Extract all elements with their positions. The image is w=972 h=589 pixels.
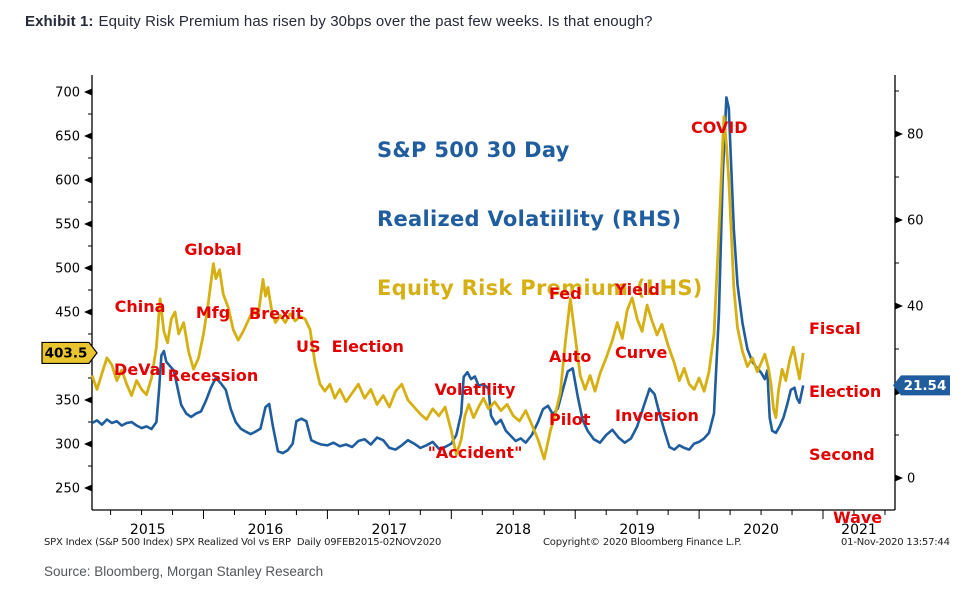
annotation-text: Yield: [615, 280, 660, 299]
right-axis-label: 0: [907, 472, 915, 487]
right-axis-tick: [895, 474, 903, 482]
legend-erp-line: Equity Risk Premium (LHS): [377, 276, 703, 300]
bloomberg-timestamp: 01-Nov-2020 13:57:44: [841, 537, 950, 548]
exhibit-title-prefix: Exhibit 1:: [25, 13, 94, 30]
annotation-text: Pilot: [549, 410, 591, 429]
erp-last-value-badge: [41, 341, 98, 365]
annotation-text: Election: [809, 382, 882, 401]
x-axis-year-label: 2018: [495, 522, 531, 538]
left-axis-tick: [84, 132, 92, 140]
left-axis-label: 350: [55, 394, 80, 409]
annotation-text: Fiscal: [809, 319, 861, 338]
right-axis-label: 60: [907, 214, 924, 229]
left-axis-tick: [84, 484, 92, 492]
realized-vol-line: [91, 96, 805, 455]
annotation-text: Recession: [167, 366, 259, 385]
annotation-us-election: US Election: [296, 294, 404, 399]
left-axis-tick: [84, 308, 92, 316]
source-line: Source: Bloomberg, Morgan Stanley Resear…: [44, 564, 324, 579]
bloomberg-copyright: Copyright© 2020 Bloomberg Finance L.P.: [543, 537, 742, 548]
annotation-text: DeVal: [114, 360, 166, 379]
left-axis-tick: [84, 264, 92, 272]
exhibit-title-text: Equity Risk Premium has risen by 30bps o…: [98, 13, 653, 30]
annotation-text: Global: [184, 240, 242, 259]
left-axis-label: 700: [55, 86, 80, 101]
x-axis-year-label: 2017: [372, 522, 408, 538]
left-axis-tick: [84, 88, 92, 96]
left-axis-label: 300: [55, 438, 80, 453]
left-axis-label: 550: [55, 218, 80, 233]
annotation-text: China: [114, 297, 166, 316]
right-axis-label: 80: [907, 128, 924, 143]
x-axis-year-label: 2016: [248, 522, 284, 538]
annotation-volatility-accident: Volatility "Accident": [419, 337, 531, 505]
annotation-china-deval: China DeVal: [104, 254, 176, 422]
left-axis-label: 650: [55, 130, 80, 145]
x-axis-year-label: 2019: [619, 522, 655, 538]
legend-vol-line1: S&P 500 30 Day: [377, 138, 570, 162]
annotation-yield-curve-inversion: Yield Curve Inversion: [615, 237, 699, 468]
left-axis-label: 450: [55, 306, 80, 321]
left-axis-tick: [84, 440, 92, 448]
annotation-global-mfg-recession: Global Mfg Recession: [163, 197, 263, 428]
annotation-text: US Election: [296, 337, 404, 356]
left-axis-tick: [84, 176, 92, 184]
x-axis-year-label: 2020: [743, 522, 779, 538]
annotation-text: Auto: [549, 347, 592, 366]
vol-last-value-badge: [893, 375, 950, 396]
left-axis-label: 600: [55, 174, 80, 189]
right-axis-tick: [895, 302, 903, 310]
annotation-text: Curve: [615, 343, 668, 362]
right-axis-tick: [895, 130, 903, 138]
left-axis-label: 250: [55, 482, 80, 497]
annotation-text: Brexit: [249, 304, 304, 323]
left-axis-tick: [84, 396, 92, 404]
annotation-fed-auto-pilot: Fed Auto Pilot: [549, 241, 591, 472]
annotation-covid: COVID: [691, 75, 748, 180]
annotation-text: Wave: [833, 508, 883, 527]
legend-vol-line2: Realized Volatiility (RHS): [377, 207, 682, 231]
right-axis-label: 40: [907, 300, 924, 315]
annotation-text: Second: [809, 445, 875, 464]
chart-legend: S&P 500 30 Day Realized Volatiility (RHS…: [377, 93, 703, 346]
annotation-text: COVID: [691, 118, 748, 137]
annotation-text: Inversion: [615, 406, 699, 425]
annotation-brexit: Brexit: [249, 261, 303, 366]
annotation-text: "Accident": [427, 443, 523, 462]
left-axis-tick: [84, 220, 92, 228]
annotation-text: Volatility: [434, 380, 516, 399]
annotation-text: Mfg: [195, 303, 231, 322]
annotation-text: Fed: [549, 284, 582, 303]
x-axis-year-label: 2021: [841, 522, 877, 538]
equity-risk-premium-line: [90, 115, 805, 461]
x-axis-year-label: 2015: [130, 522, 166, 538]
vol-last-value: 21.54: [904, 378, 947, 394]
left-axis-label: 500: [55, 262, 80, 277]
right-axis-tick: [895, 216, 903, 224]
erp-last-value: 403.5: [45, 346, 88, 362]
bloomberg-ticker-caption: SPX Index (S&P 500 Index) SPX Realized V…: [44, 537, 442, 548]
annotation-fiscal-election-second-wave: Fiscal Election Second Wave: [809, 276, 882, 570]
exhibit-title: Exhibit 1: Equity Risk Premium has risen …: [25, 13, 653, 30]
